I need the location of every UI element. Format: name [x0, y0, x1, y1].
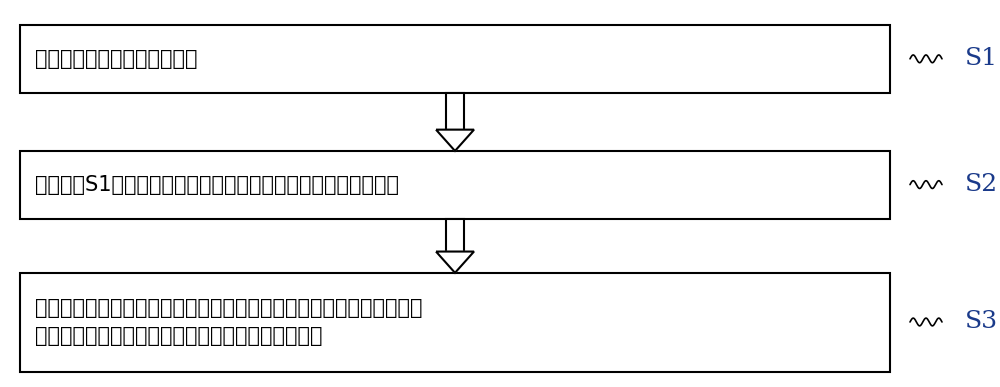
Polygon shape [436, 130, 474, 151]
Bar [20, 25, 890, 93]
Text: S2: S2 [965, 173, 998, 196]
Bar [446, 219, 464, 252]
Text: S3: S3 [965, 310, 998, 334]
Text: 根据步骤S1的台区等效供电回路模型，构建回路阵抗数学模型；: 根据步骤S1的台区等效供电回路模型，构建回路阵抗数学模型； [35, 175, 399, 195]
Bar [20, 151, 890, 219]
Polygon shape [436, 252, 474, 273]
Text: 利用采集的台区配电变压器和用户的电压、电流数据及回路阵抗数学模
型，基于二元线性回归分析算法，求解台区线路阵抗: 利用采集的台区配电变压器和用户的电压、电流数据及回路阵抗数学模 型，基于二元线性… [35, 298, 422, 346]
Bar [20, 273, 890, 372]
Text: 构建台区等效供电回路模型；: 构建台区等效供电回路模型； [35, 49, 198, 69]
Text: S1: S1 [965, 47, 998, 70]
Bar [446, 93, 464, 130]
